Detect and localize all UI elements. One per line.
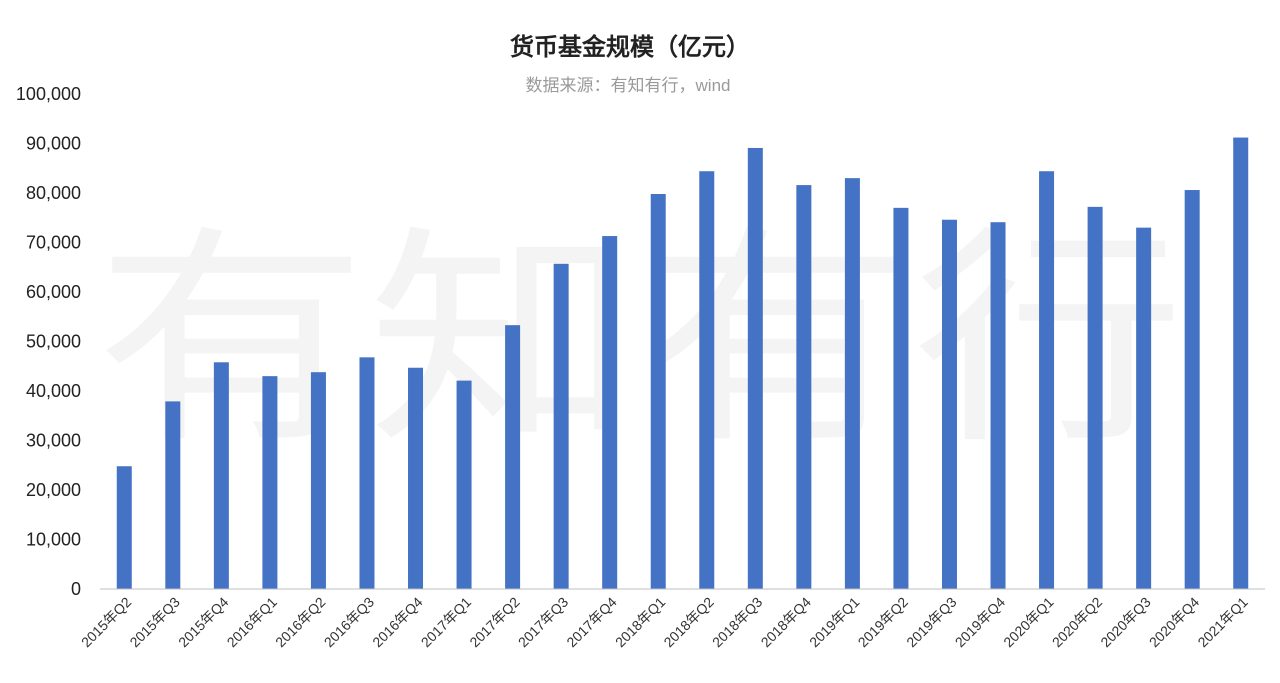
bar bbox=[699, 171, 715, 589]
y-tick-label: 90,000 bbox=[26, 134, 81, 154]
y-tick-label: 20,000 bbox=[26, 480, 81, 500]
bar bbox=[747, 147, 763, 589]
x-tick-label: 2015年Q4 bbox=[175, 594, 232, 651]
bar bbox=[1039, 171, 1055, 589]
watermark-text: 有知有行 bbox=[95, 208, 1185, 475]
y-tick-label: 30,000 bbox=[26, 431, 81, 451]
x-tick-label: 2017年Q4 bbox=[563, 594, 620, 651]
y-axis: 0 10,000 20,000 30,000 40,000 50,000 60,000 70,… bbox=[16, 84, 81, 599]
bar bbox=[990, 222, 1006, 589]
bar bbox=[310, 372, 326, 589]
x-tick-label: 2016年Q3 bbox=[321, 594, 378, 651]
bar bbox=[1184, 190, 1200, 589]
bar bbox=[262, 376, 278, 589]
x-tick-label: 2017年Q3 bbox=[515, 594, 572, 651]
bar bbox=[1136, 227, 1152, 589]
bar bbox=[165, 401, 181, 589]
x-tick-label: 2017年Q1 bbox=[418, 594, 475, 651]
y-tick-label: 60,000 bbox=[26, 282, 81, 302]
bar bbox=[941, 219, 957, 590]
x-tick-label: 2018年Q1 bbox=[612, 594, 669, 651]
bar bbox=[456, 380, 472, 589]
y-tick-label: 10,000 bbox=[26, 530, 81, 550]
x-tick-label: 2015年Q3 bbox=[126, 594, 183, 651]
x-tick-label: 2020年Q3 bbox=[1097, 594, 1154, 651]
x-tick-label: 2020年Q1 bbox=[1000, 594, 1057, 651]
bar bbox=[408, 367, 424, 589]
x-tick-label: 2019年Q1 bbox=[806, 594, 863, 651]
bar bbox=[213, 362, 229, 589]
x-tick-label: 2020年Q2 bbox=[1049, 594, 1106, 651]
bar bbox=[893, 207, 909, 589]
y-tick-label: 100,000 bbox=[16, 84, 81, 104]
y-tick-label: 70,000 bbox=[26, 233, 81, 253]
bar bbox=[359, 357, 375, 589]
x-tick-label: 2017年Q2 bbox=[466, 594, 523, 651]
x-tick-label: 2018年Q4 bbox=[758, 594, 815, 651]
y-tick-label: 0 bbox=[71, 579, 81, 599]
bar bbox=[650, 193, 666, 590]
x-tick-label: 2019年Q3 bbox=[903, 594, 960, 651]
x-tick-label: 2018年Q3 bbox=[709, 594, 766, 651]
bar bbox=[505, 325, 521, 589]
bar bbox=[116, 466, 132, 589]
y-tick-label: 40,000 bbox=[26, 381, 81, 401]
bars-group bbox=[116, 137, 1249, 590]
x-tick-label: 2016年Q1 bbox=[224, 594, 281, 651]
x-axis: 2015年Q22015年Q32015年Q42016年Q12016年Q22016年… bbox=[78, 594, 1251, 651]
x-tick-label: 2020年Q4 bbox=[1146, 594, 1203, 651]
chart-title: 货币基金规模（亿元） bbox=[510, 33, 750, 61]
bar bbox=[602, 236, 618, 589]
x-tick-label: 2015年Q2 bbox=[78, 594, 135, 651]
x-tick-label: 2016年Q4 bbox=[369, 594, 426, 651]
x-tick-label: 2019年Q4 bbox=[952, 594, 1009, 651]
bar bbox=[844, 178, 860, 589]
y-tick-label: 50,000 bbox=[26, 332, 81, 352]
bar bbox=[1087, 206, 1103, 590]
x-tick-label: 2019年Q2 bbox=[855, 594, 912, 651]
x-tick-label: 2018年Q2 bbox=[660, 594, 717, 651]
x-tick-label: 2016年Q2 bbox=[272, 594, 329, 651]
x-tick-label: 2021年Q1 bbox=[1194, 594, 1251, 651]
chart-subtitle: 数据来源：有知有行，wind bbox=[526, 76, 731, 95]
y-tick-label: 80,000 bbox=[26, 183, 81, 203]
bar bbox=[796, 185, 812, 589]
bar bbox=[1233, 137, 1249, 589]
bar bbox=[553, 263, 569, 589]
